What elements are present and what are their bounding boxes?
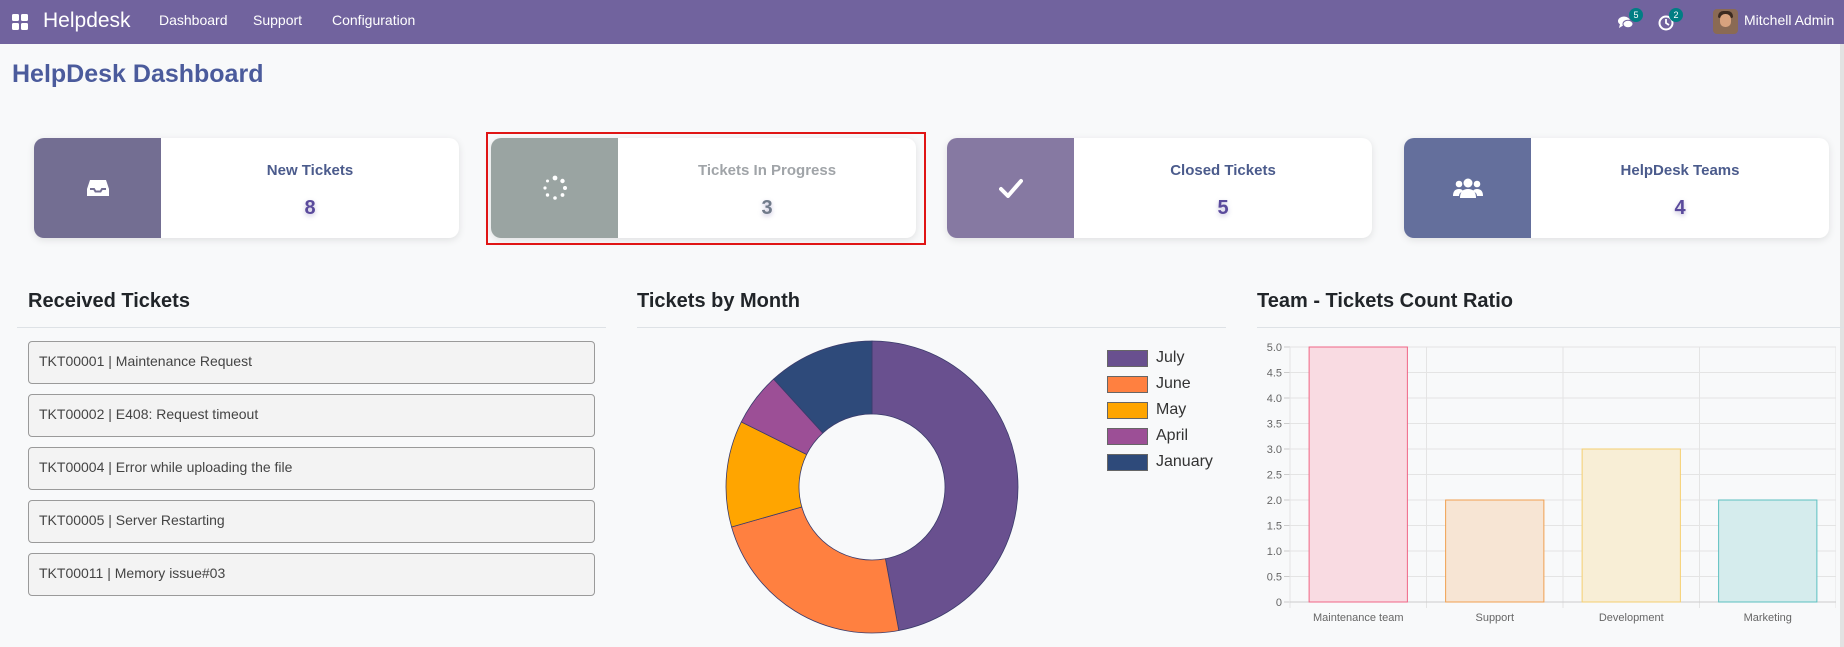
y-tick-label: 0.5	[1267, 572, 1282, 584]
user-menu[interactable]: Mitchell Admin	[1744, 12, 1835, 28]
page-title: HelpDesk Dashboard	[12, 60, 264, 88]
card-icon-box	[34, 138, 161, 238]
divider	[1257, 327, 1844, 328]
tickets-in-progress-card[interactable]: Tickets In Progress 3	[491, 138, 916, 238]
card-label: New Tickets	[266, 162, 354, 179]
legend-swatch	[1107, 375, 1148, 393]
x-tick-label: Development	[1599, 612, 1664, 624]
legend-swatch	[1107, 453, 1148, 471]
helpdesk-teams-card[interactable]: HelpDesk Teams 4	[1404, 138, 1829, 238]
donut-slice-july[interactable]	[871, 340, 1019, 631]
users-icon	[1452, 178, 1483, 198]
legend-label: January	[1156, 453, 1213, 470]
card-icon-box	[1404, 138, 1531, 238]
messages-badge: 5	[1629, 8, 1643, 22]
selection-highlight	[486, 132, 926, 245]
spinner-icon	[542, 175, 567, 200]
legend-label: May	[1156, 401, 1187, 418]
legend-swatch	[1107, 427, 1148, 445]
y-tick-label: 2.0	[1267, 495, 1282, 507]
ticket-item[interactable]: TKT00011 | Memory issue#03	[28, 553, 595, 596]
chat-icon	[1618, 16, 1634, 29]
card-label: HelpDesk Teams	[1620, 162, 1740, 179]
bar-support[interactable]	[1445, 499, 1545, 603]
tickets-by-month-donut-chart	[725, 340, 1019, 634]
team-ratio-heading: Team - Tickets Count Ratio	[1257, 290, 1513, 312]
tickets-by-month-heading: Tickets by Month	[637, 290, 800, 312]
legend-swatch	[1107, 349, 1148, 367]
card-label: Tickets In Progress	[697, 162, 837, 179]
ticket-item[interactable]: TKT00005 | Server Restarting	[28, 500, 595, 543]
donut-slice-june[interactable]	[731, 506, 900, 634]
legend-item-april[interactable]: April	[1107, 426, 1188, 446]
card-value: 5	[1217, 197, 1229, 219]
apps-menu-icon[interactable]	[12, 14, 28, 30]
x-tick-label: Support	[1475, 612, 1514, 624]
card-icon-box	[947, 138, 1074, 238]
top-navbar: Helpdesk Dashboard Support Configuration…	[0, 0, 1844, 44]
check-icon	[998, 179, 1023, 198]
scrollbar[interactable]	[1840, 44, 1844, 647]
y-tick-label: 3.5	[1267, 419, 1282, 431]
y-tick-label: 5.0	[1267, 342, 1282, 354]
legend-item-july[interactable]: July	[1107, 348, 1184, 368]
card-label: Closed Tickets	[1170, 162, 1276, 179]
legend-item-january[interactable]: January	[1107, 452, 1213, 472]
legend-label: July	[1156, 349, 1185, 366]
app-brand[interactable]: Helpdesk	[43, 9, 131, 32]
menu-dashboard[interactable]: Dashboard	[159, 12, 228, 28]
ticket-item[interactable]: TKT00001 | Maintenance Request	[28, 341, 595, 384]
clock-icon	[1658, 15, 1674, 31]
messages-button[interactable]: 5	[1617, 8, 1643, 32]
user-avatar[interactable]	[1713, 9, 1738, 34]
activities-badge: 2	[1669, 8, 1683, 22]
closed-tickets-card[interactable]: Closed Tickets 5	[947, 138, 1372, 238]
y-tick-label: 4.0	[1267, 393, 1282, 405]
y-tick-label: 1.0	[1267, 546, 1282, 558]
new-tickets-card[interactable]: New Tickets 8	[34, 138, 459, 238]
bar-marketing[interactable]	[1718, 499, 1818, 603]
card-icon-box	[491, 138, 618, 238]
menu-support[interactable]: Support	[253, 12, 303, 28]
divider	[637, 327, 1226, 328]
ticket-item[interactable]: TKT00002 | E408: Request timeout	[28, 394, 595, 437]
card-value: 4	[1674, 197, 1686, 219]
team-ratio-bar-chart: 0 0.5 1.0 1.5 2.0 2.5 3.0 3.5 4.0 4.5 5.0 Maintenan…	[1267, 342, 1836, 624]
card-value: 3	[761, 197, 773, 219]
legend-label: June	[1156, 375, 1191, 392]
bar-maintenance-team[interactable]	[1308, 346, 1408, 603]
donut-slice-january[interactable]	[773, 340, 873, 434]
legend-item-june[interactable]: June	[1107, 374, 1191, 394]
y-tick-label: 0	[1276, 597, 1282, 609]
y-tick-label: 3.0	[1267, 444, 1282, 456]
legend-swatch	[1107, 401, 1148, 419]
y-tick-label: 4.5	[1267, 368, 1282, 380]
divider	[17, 327, 606, 328]
bar-development[interactable]	[1581, 448, 1681, 603]
x-tick-label: Marketing	[1744, 612, 1792, 624]
y-tick-label: 2.5	[1267, 470, 1282, 482]
card-value: 8	[304, 197, 316, 219]
y-tick-label: 1.5	[1267, 521, 1282, 533]
activities-button[interactable]: 2	[1657, 8, 1683, 32]
legend-item-may[interactable]: May	[1107, 400, 1186, 420]
ticket-item[interactable]: TKT00004 | Error while uploading the fil…	[28, 447, 595, 490]
legend-label: April	[1156, 427, 1189, 444]
received-tickets-heading: Received Tickets	[28, 290, 190, 312]
menu-configuration[interactable]: Configuration	[332, 12, 416, 28]
inbox-icon	[86, 180, 109, 196]
x-tick-label: Maintenance team	[1313, 612, 1404, 624]
